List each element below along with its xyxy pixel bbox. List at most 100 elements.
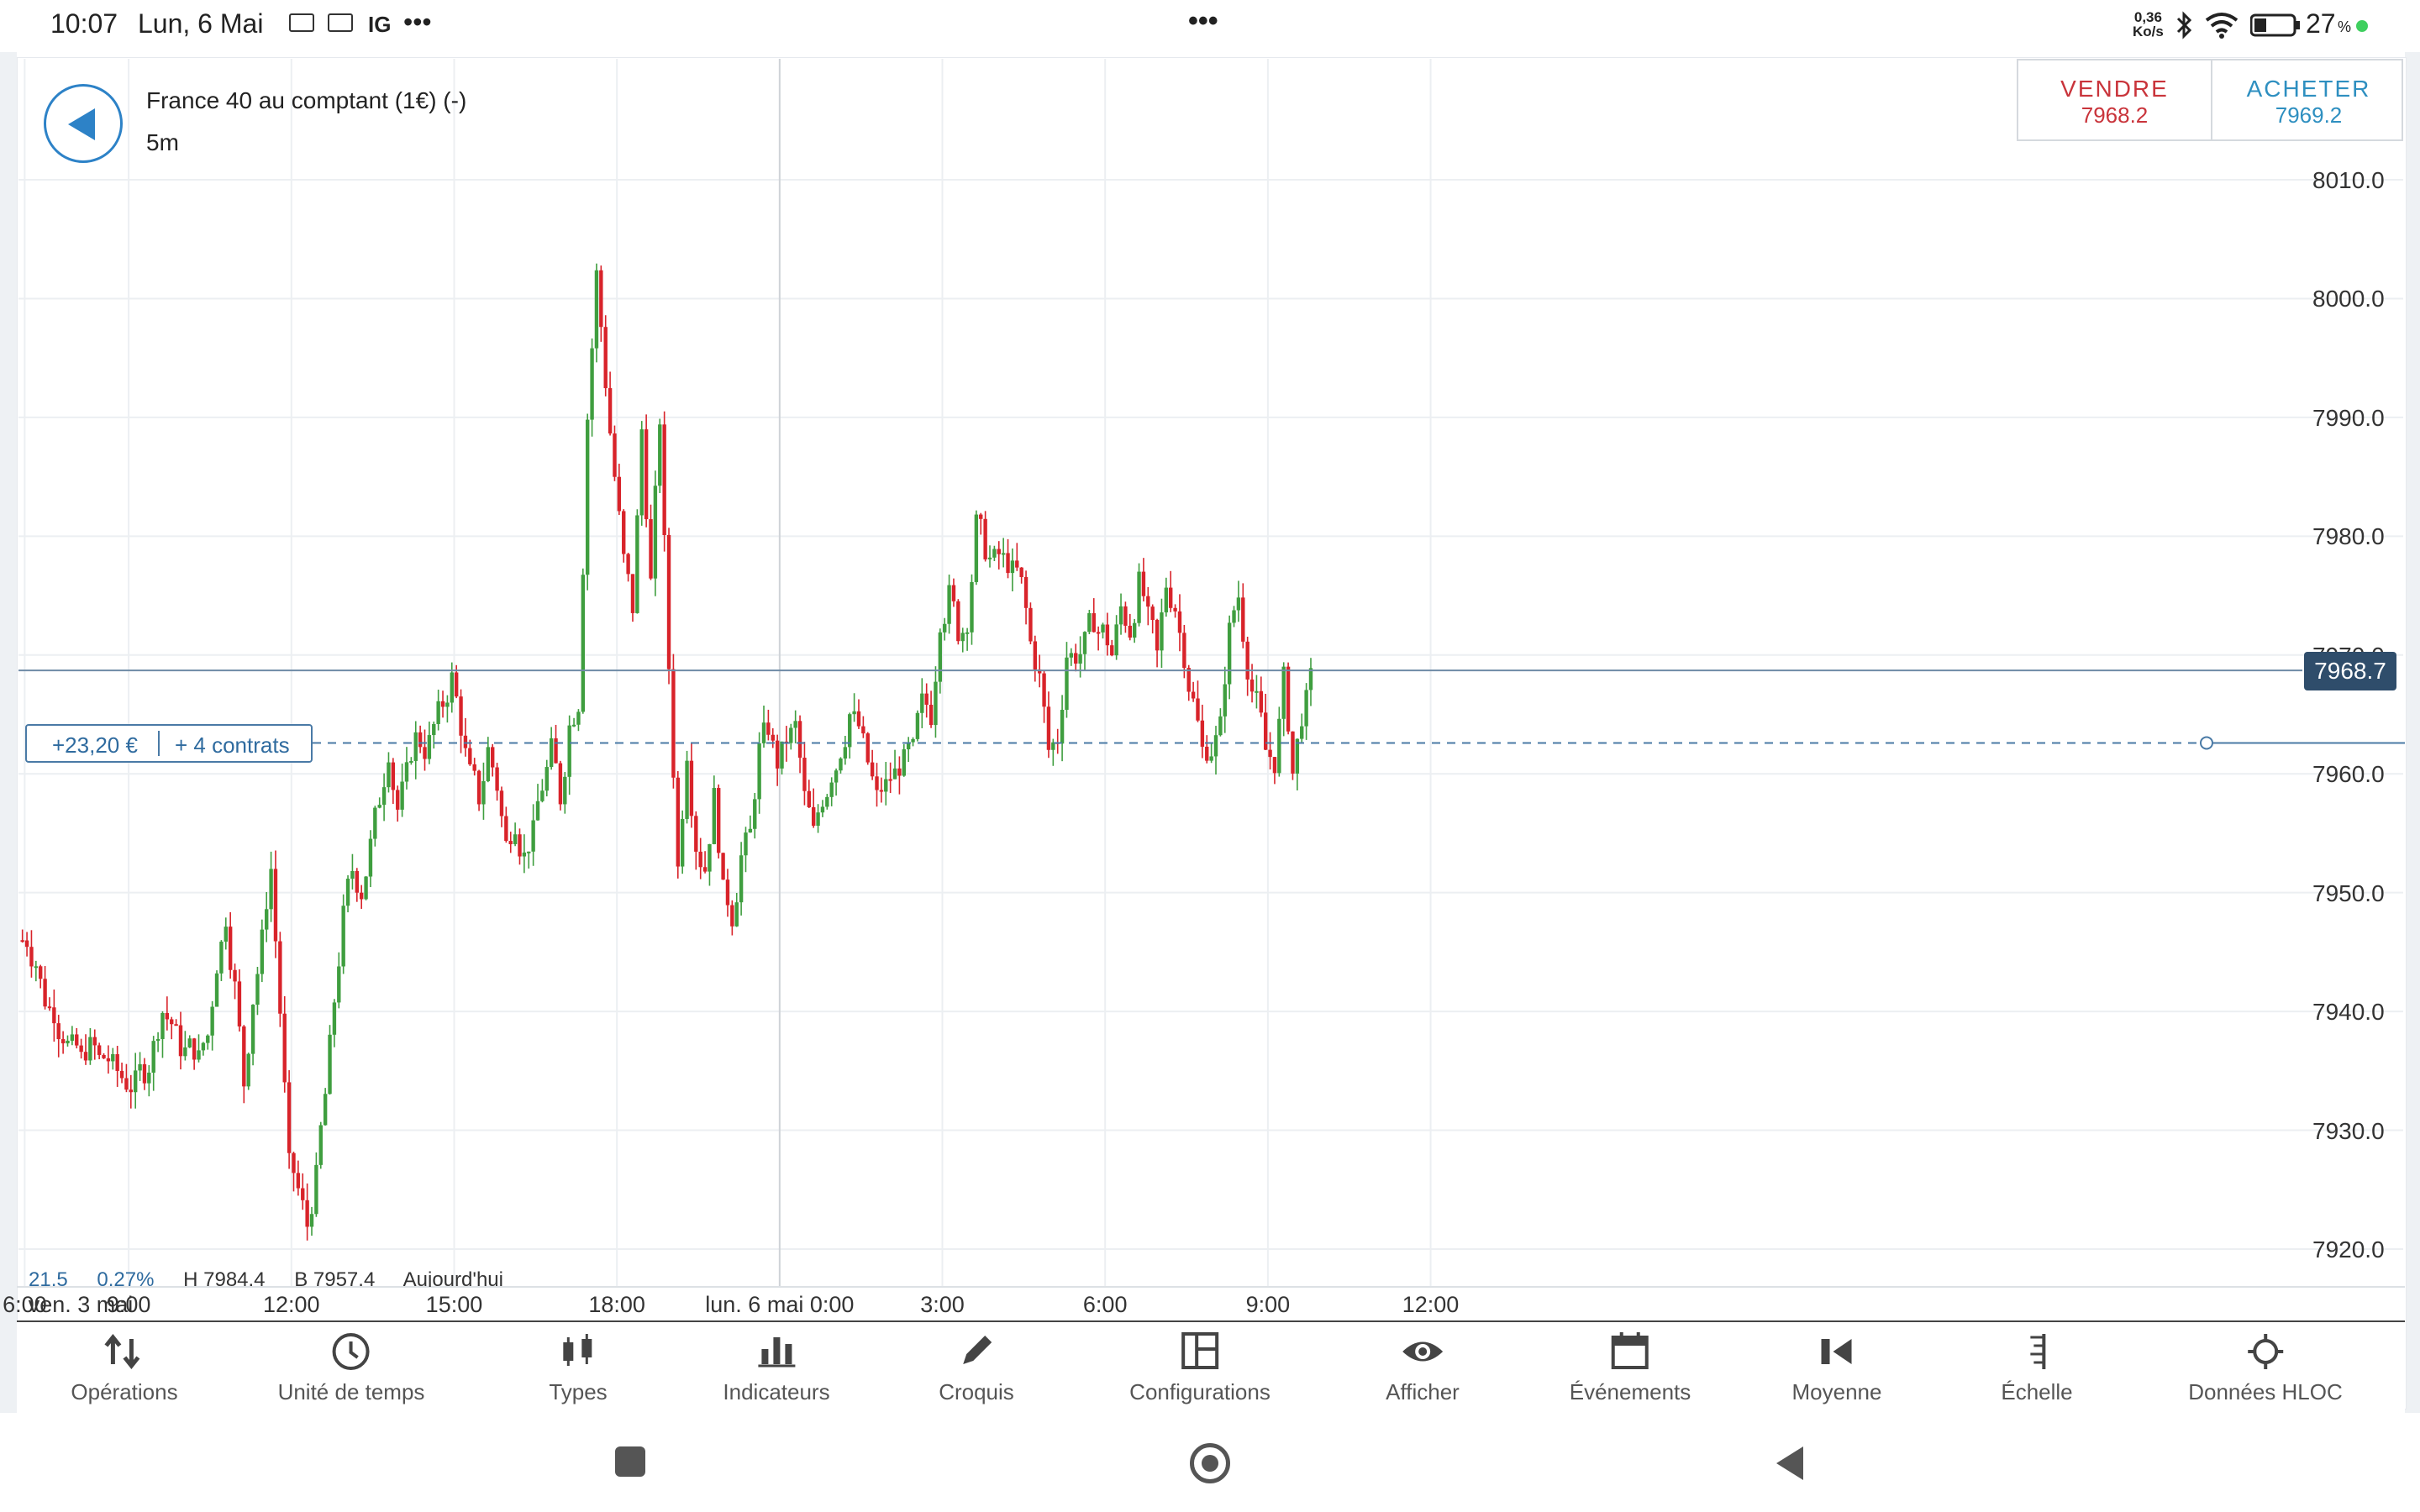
candle-body: [440, 701, 445, 707]
candle-body: [1037, 669, 1042, 674]
candle-body: [761, 722, 766, 743]
candle-body: [481, 780, 486, 805]
left-gutter: [0, 52, 17, 1413]
calendar-icon: [1612, 1332, 1649, 1369]
candle-body: [119, 1070, 124, 1079]
candle-body: [499, 790, 504, 816]
chart-toolbar: Opérations Unité de temps Types Indicate…: [17, 1320, 2405, 1413]
candle-body: [671, 669, 676, 778]
candle-body: [210, 1006, 214, 1036]
clock-icon: [333, 1333, 370, 1370]
toolbar-average[interactable]: Moyenne: [1792, 1331, 1881, 1405]
operations-icon: [104, 1333, 139, 1370]
buy-button[interactable]: ACHETER 7969.2: [2212, 60, 2405, 139]
time-tick-label: ven. 3 mai: [28, 1292, 134, 1317]
back-button[interactable]: [44, 84, 123, 163]
time-tick-label: 6:00: [1082, 1292, 1128, 1317]
candle-body: [1300, 726, 1304, 739]
time-tick-label: 12:00: [1402, 1292, 1460, 1317]
candle-body: [708, 843, 712, 872]
candle-body: [757, 743, 761, 800]
candle-body: [83, 1052, 88, 1061]
toolbar-display[interactable]: Afficher: [1386, 1331, 1460, 1405]
candle-body: [183, 1047, 187, 1057]
candle-body: [613, 433, 617, 477]
candle-body: [902, 749, 906, 776]
home-circle-icon[interactable]: [1190, 1443, 1230, 1483]
toolbar-hloc-data[interactable]: Données HLOC: [2188, 1331, 2343, 1405]
candle-body: [332, 1002, 337, 1035]
toolbar-indicators[interactable]: Indicateurs: [723, 1331, 830, 1405]
candle-body: [513, 834, 518, 844]
candle-body: [1096, 632, 1101, 634]
candle-body: [1051, 742, 1055, 750]
toolbar-configurations-label: Configurations: [1129, 1379, 1270, 1404]
candle-body: [301, 1188, 305, 1200]
candle-body: [1291, 731, 1295, 774]
candle-body: [965, 632, 970, 634]
toolbar-events[interactable]: Événements: [1570, 1331, 1691, 1405]
candle-body: [1169, 587, 1173, 608]
candle-body: [1101, 624, 1105, 633]
back-triangle-icon[interactable]: [1773, 1445, 1807, 1482]
candle-body: [296, 1173, 301, 1189]
pencil-icon: [963, 1336, 992, 1364]
toolbar-scale[interactable]: Échelle: [2001, 1331, 2073, 1405]
candle-body: [630, 574, 635, 613]
sell-price: 7968.2: [2081, 102, 2149, 128]
toolbar-types[interactable]: Types: [549, 1331, 608, 1405]
candle-body: [282, 1013, 287, 1083]
candle-body: [997, 549, 1001, 554]
candle-body: [594, 270, 599, 349]
toolbar-drawing-label: Croquis: [939, 1379, 1014, 1404]
candle-body: [1060, 709, 1065, 744]
candle-body: [359, 892, 364, 900]
candle-body: [1123, 606, 1128, 626]
candle-body: [495, 767, 499, 791]
timeframe-label[interactable]: 5m: [146, 129, 179, 155]
candle-body: [305, 1200, 309, 1227]
candle-body: [820, 806, 825, 813]
candle-body: [47, 1006, 52, 1009]
candle-body: [142, 1063, 147, 1084]
candle-body: [165, 1012, 170, 1020]
candle-body: [265, 909, 269, 930]
window-menu-dots[interactable]: •••: [1188, 5, 1218, 37]
candle-body: [255, 974, 260, 1005]
back-arrow-icon: [68, 108, 95, 140]
candle-body: [702, 867, 708, 872]
sell-button[interactable]: VENDRE 7968.2: [2018, 60, 2212, 139]
buy-label: ACHETER: [2246, 76, 2371, 102]
sell-label: VENDRE: [2060, 76, 2169, 102]
candle-body: [753, 799, 757, 829]
toolbar-timeframe[interactable]: Unité de temps: [278, 1331, 424, 1405]
instrument-name: France 40 au comptant (1€) (-): [146, 87, 467, 113]
candle-body: [527, 851, 531, 853]
candle-body: [1001, 553, 1006, 555]
toolbar-drawing[interactable]: Croquis: [939, 1331, 1014, 1405]
status-date: Lun, 6 Mai: [138, 8, 264, 39]
candle-body: [644, 429, 649, 520]
candle-body: [201, 1042, 206, 1051]
toolbar-operations[interactable]: Opérations: [71, 1331, 178, 1405]
candle-body: [508, 841, 513, 844]
toolbar-hloc-data-label: Données HLOC: [2188, 1379, 2343, 1404]
candle-body: [721, 853, 725, 880]
recents-square-icon[interactable]: [615, 1446, 645, 1477]
candle-body: [373, 807, 377, 839]
candle-body: [1245, 641, 1249, 680]
candle-body: [1164, 587, 1169, 613]
toolbar-configurations[interactable]: Configurations: [1129, 1331, 1270, 1405]
candle-body: [228, 927, 233, 970]
candle-body: [676, 777, 680, 867]
open-position-tag[interactable]: +23,20 € + 4 contrats: [25, 724, 313, 763]
candle-body: [88, 1037, 92, 1061]
candle-body: [273, 869, 278, 942]
candle-body: [839, 758, 843, 771]
candle-body: [816, 812, 820, 827]
candle-body: [771, 734, 775, 741]
price-chart[interactable]: [0, 0, 2420, 1327]
candle-body: [1006, 553, 1010, 574]
candle-body: [504, 816, 508, 842]
candle-body: [915, 712, 920, 739]
